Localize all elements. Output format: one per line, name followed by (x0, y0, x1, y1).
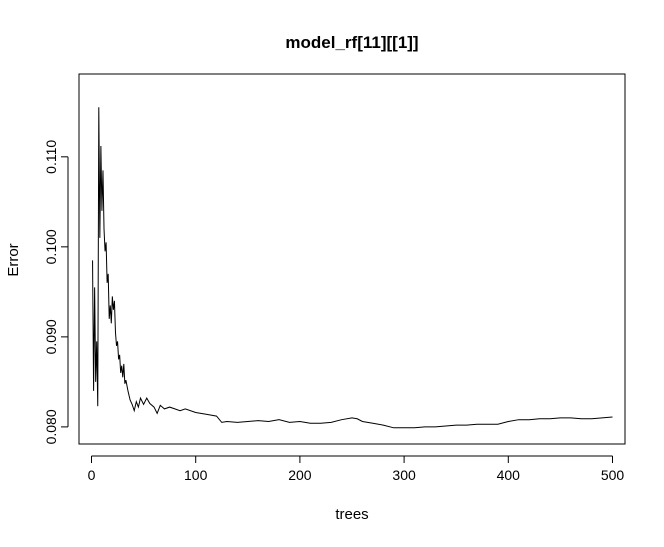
x-axis: 0 100 200 300 400 500 (88, 455, 625, 483)
x-tick-label: 0 (88, 467, 96, 483)
x-axis-label: trees (335, 506, 368, 523)
plot-frame (78, 73, 626, 445)
y-tick-label: 0.090 (43, 319, 59, 354)
error-series-line (92, 107, 613, 429)
x-tick-label: 100 (184, 467, 208, 483)
chart-title: model_rf[11][[1]] (285, 33, 418, 52)
y-tick-label: 0.110 (43, 140, 59, 174)
x-tick-label: 300 (392, 467, 416, 483)
x-tick-label: 200 (288, 467, 312, 483)
y-axis: 0.080 0.090 0.100 0.110 (43, 140, 69, 444)
y-tick-label: 0.100 (43, 229, 59, 264)
y-axis-label: Error (5, 243, 22, 276)
x-tick-label: 400 (497, 467, 521, 483)
x-tick-label: 500 (601, 467, 625, 483)
y-tick-label: 0.080 (43, 409, 59, 444)
